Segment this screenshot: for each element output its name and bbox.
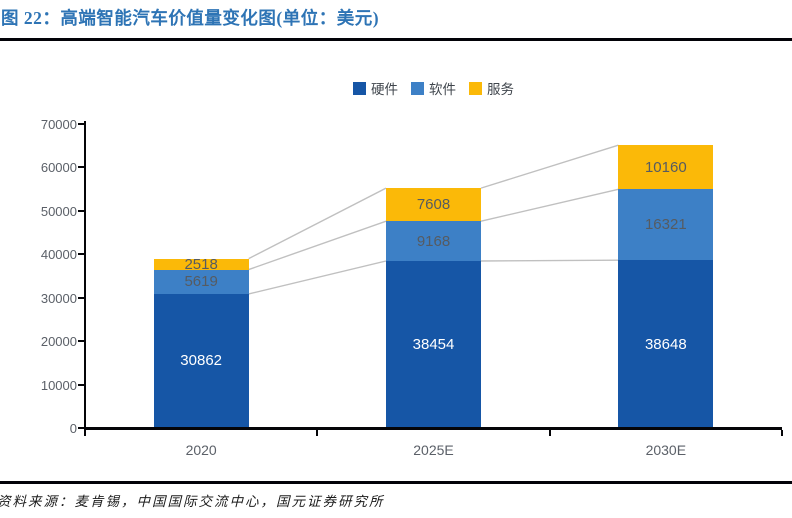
y-tick — [78, 166, 84, 169]
x-tick — [781, 429, 783, 436]
y-tick — [78, 253, 84, 256]
series-line — [248, 220, 387, 271]
x-tick — [84, 429, 86, 436]
x-category-label: 2030E — [645, 442, 687, 458]
legend-label: 软件 — [429, 82, 456, 97]
source-note: 资料来源：麦肯锡，中国国际交流中心，国元证券研究所 — [0, 494, 385, 509]
y-tick-label: 50000 — [40, 203, 77, 219]
y-tick-label: 0 — [69, 421, 77, 436]
y-tick — [78, 383, 84, 386]
bar-value-label: 9168 — [416, 232, 451, 250]
series-line — [248, 187, 387, 260]
bar-segment-2 — [618, 189, 714, 261]
bar-value-label: 16321 — [644, 216, 687, 234]
footer-divider — [0, 481, 792, 484]
y-tick — [78, 209, 84, 212]
series-line — [480, 144, 619, 189]
x-category-label: 2025E — [413, 442, 454, 458]
bar-segment-3 — [618, 145, 714, 190]
bar-value-label: 38454 — [412, 335, 455, 353]
legend-swatch-icon — [353, 81, 366, 95]
y-axis — [84, 121, 86, 429]
bar-segment-1 — [386, 260, 481, 428]
bar-value-label: 38648 — [644, 335, 687, 353]
bar-segment-2 — [153, 269, 249, 294]
chart-legend: 硬件 软件 服务 — [85, 78, 782, 98]
title-divider — [0, 38, 792, 41]
y-tick — [78, 427, 84, 429]
bar-value-label: 30862 — [180, 352, 223, 370]
legend-item-1: 硬件 — [353, 78, 398, 98]
series-line — [248, 260, 387, 295]
y-tick — [78, 296, 84, 299]
y-tick-label: 30000 — [40, 290, 77, 306]
legend-item-2: 软件 — [411, 78, 456, 98]
legend-item-3: 服务 — [469, 78, 514, 98]
x-category-label: 2020 — [185, 442, 217, 458]
bar-segment-2 — [386, 221, 481, 261]
bar-value-label: 2518 — [184, 255, 218, 273]
y-tick-label: 70000 — [40, 117, 77, 132]
bar-value-label: 5619 — [184, 273, 218, 291]
legend-swatch-icon — [411, 81, 424, 95]
y-tick-label: 60000 — [40, 160, 77, 176]
bar-value-label: 7608 — [416, 196, 451, 214]
bar-segment-1 — [618, 260, 714, 428]
series-line — [480, 259, 619, 262]
legend-swatch-icon — [469, 81, 482, 95]
x-tick — [548, 429, 551, 436]
y-tick-label: 40000 — [40, 247, 77, 263]
figure-title: 图 22：高端智能汽车价值量变化图(单位：美元) — [1, 8, 380, 28]
y-tick — [78, 340, 84, 343]
y-tick — [78, 123, 84, 125]
y-tick-label: 10000 — [40, 377, 77, 393]
legend-label: 服务 — [487, 82, 514, 97]
x-axis — [84, 427, 782, 430]
y-tick-label: 20000 — [40, 334, 77, 350]
bar-segment-3 — [386, 188, 481, 222]
legend-label: 硬件 — [371, 82, 398, 97]
x-tick — [316, 429, 319, 436]
bar-segment-3 — [153, 258, 249, 270]
series-line — [480, 188, 619, 222]
bar-segment-1 — [153, 293, 249, 428]
bar-value-label: 10160 — [644, 158, 687, 176]
